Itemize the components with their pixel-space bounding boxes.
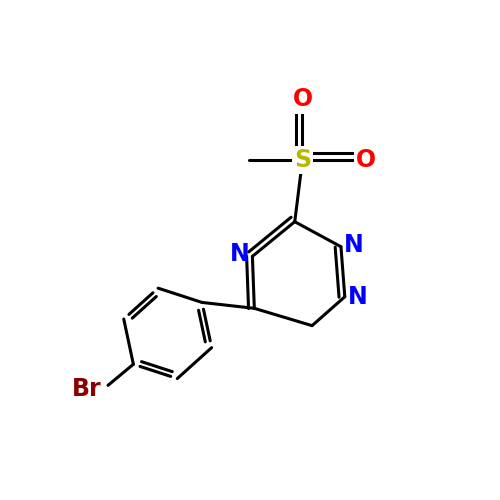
Text: N: N — [348, 285, 368, 309]
Text: N: N — [230, 242, 250, 266]
Text: Br: Br — [72, 377, 102, 401]
Text: O: O — [292, 88, 312, 112]
Text: O: O — [356, 148, 376, 172]
Text: S: S — [294, 148, 311, 172]
Text: N: N — [344, 233, 363, 257]
